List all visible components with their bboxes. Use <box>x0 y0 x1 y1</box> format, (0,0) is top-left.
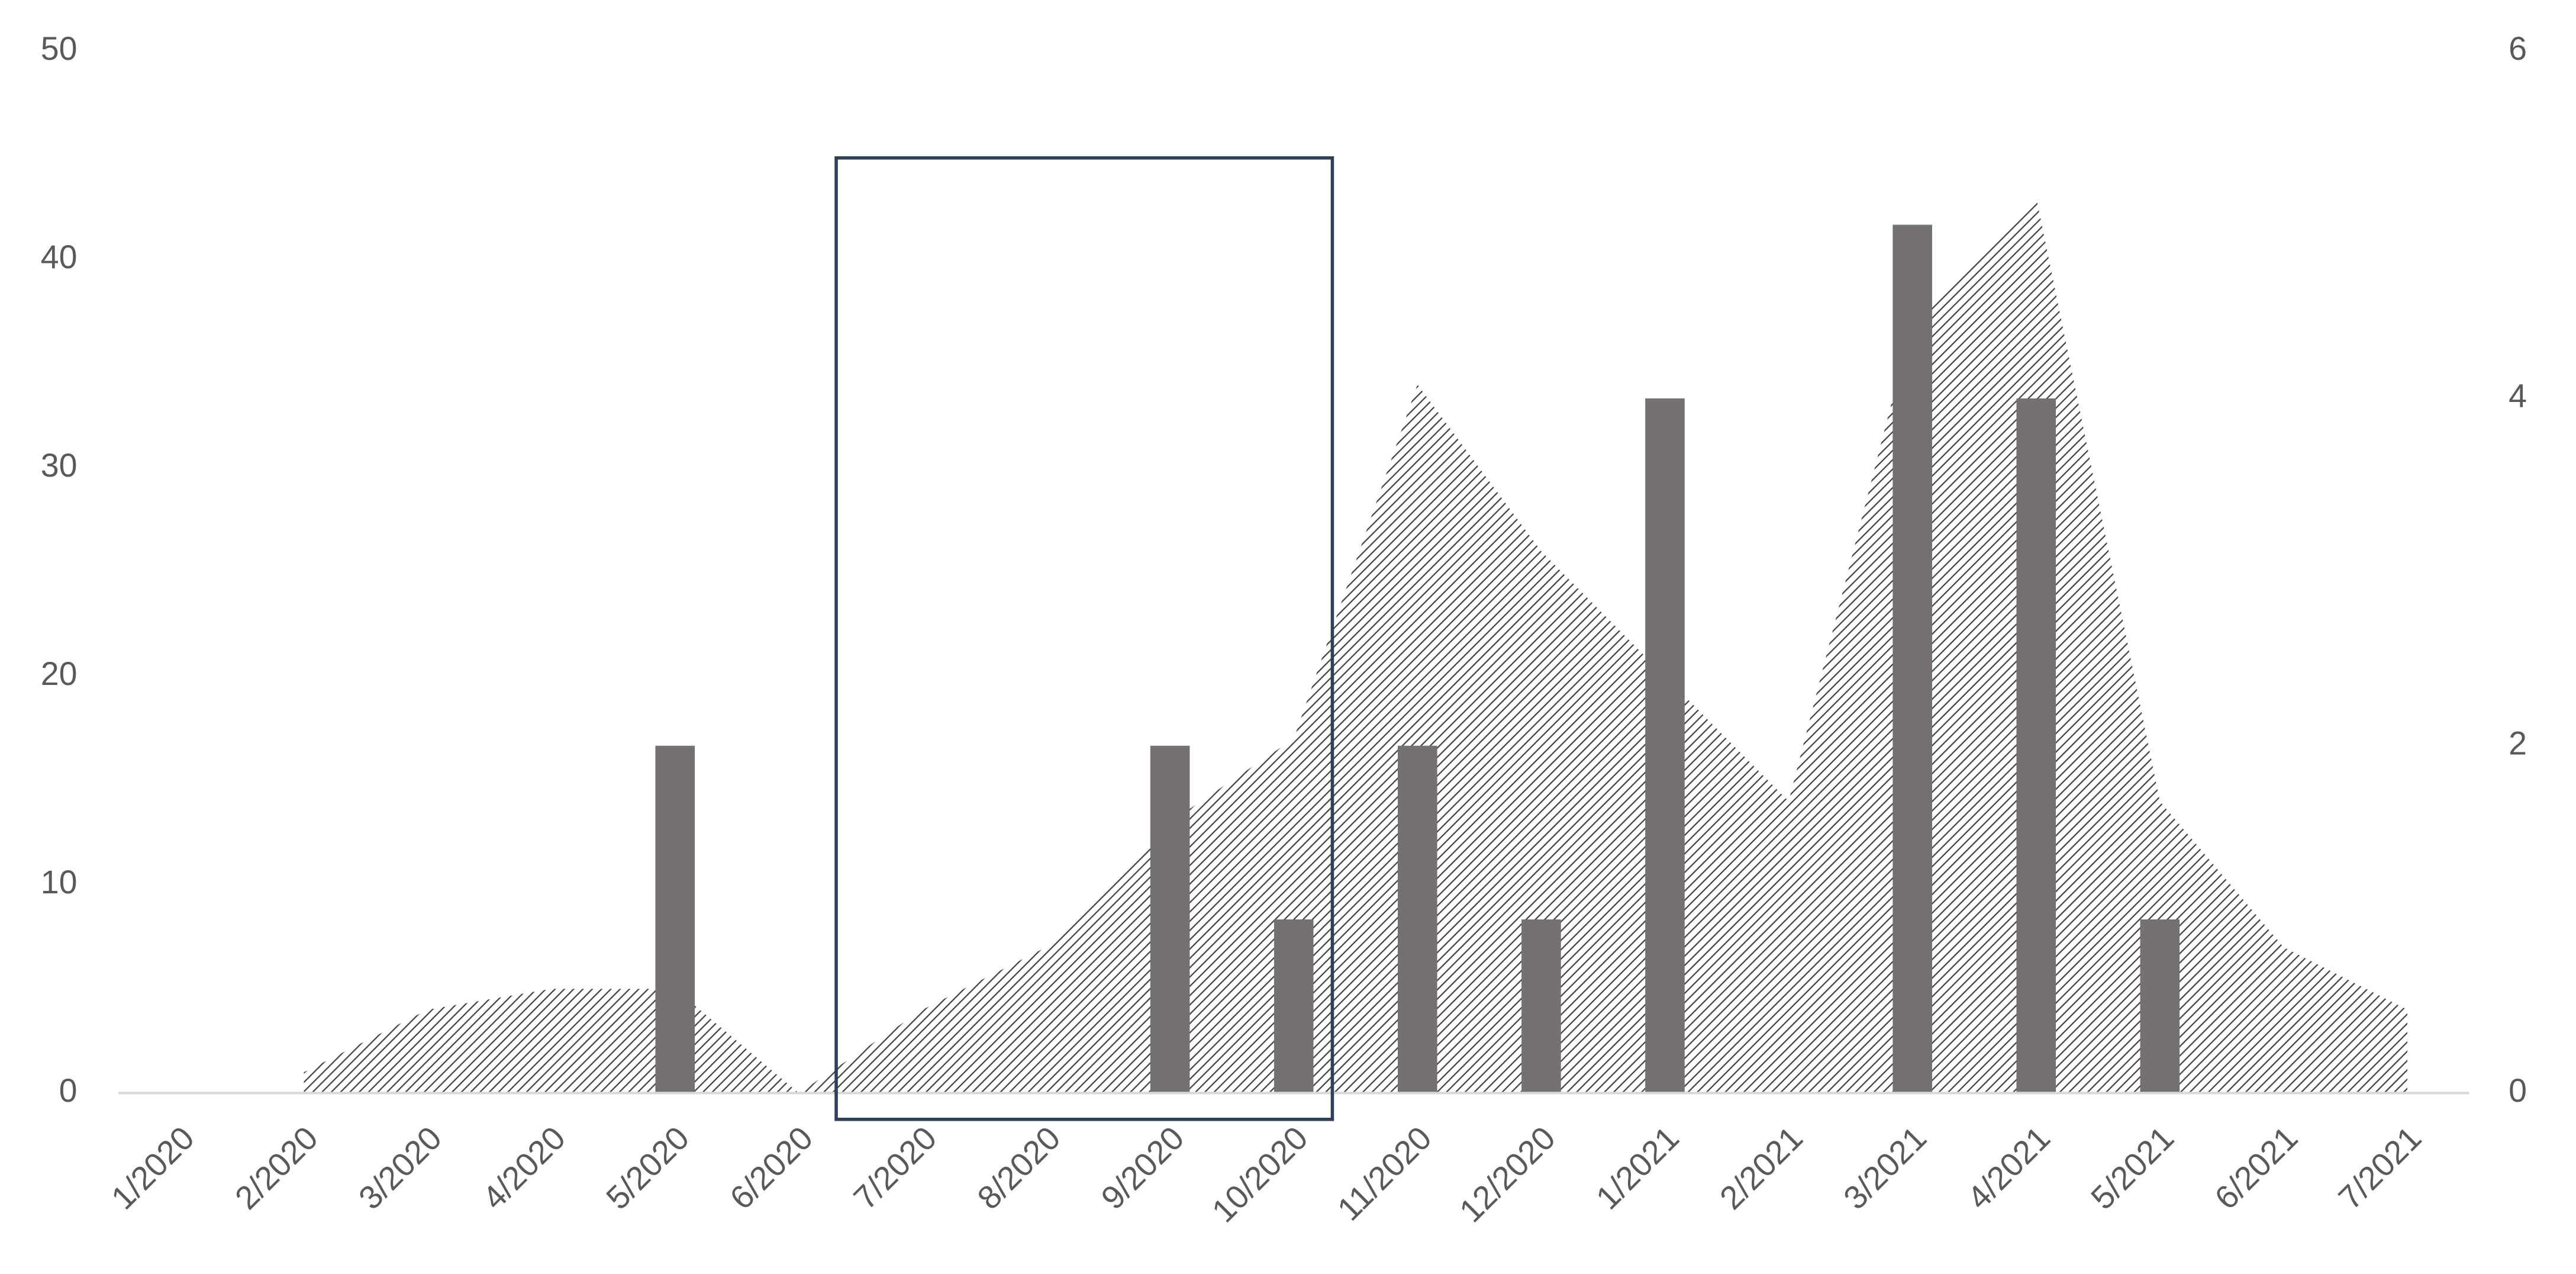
x-tick-label: 11/2020 <box>1330 1119 1439 1228</box>
x-tick-label: 6/2021 <box>2208 1119 2305 1217</box>
x-tick-label: 12/2020 <box>1452 1119 1562 1230</box>
x-tick-label: 7/2021 <box>2332 1119 2429 1217</box>
y2-tick-label: 2 <box>2509 725 2527 761</box>
x-tick-label: 4/2021 <box>1960 1119 2057 1217</box>
x-tick-label: 6/2020 <box>723 1119 820 1217</box>
y2-tick-label: 4 <box>2509 378 2527 414</box>
bar <box>655 745 695 1093</box>
y2-tick-label: 6 <box>2509 30 2527 67</box>
bar <box>1397 745 1437 1093</box>
x-tick-label: 3/2020 <box>352 1119 449 1217</box>
y-tick-label: 30 <box>41 447 78 484</box>
x-tick-label: 1/2021 <box>1589 1119 1686 1217</box>
y-tick-label: 20 <box>41 655 78 692</box>
x-tick-label: 4/2020 <box>475 1119 572 1217</box>
x-tick-label: 5/2021 <box>2084 1119 2181 1217</box>
x-tick-label: 3/2021 <box>1836 1119 1933 1217</box>
bar <box>1892 224 1932 1093</box>
x-tick-label: 2/2020 <box>228 1119 325 1217</box>
y-tick-label: 50 <box>41 30 78 67</box>
area <box>304 197 2408 1093</box>
bar <box>1274 919 1314 1093</box>
bar <box>1521 919 1561 1093</box>
x-tick-label: 5/2020 <box>599 1119 696 1217</box>
x-tick-label: 10/2020 <box>1205 1119 1315 1230</box>
y-tick-label: 40 <box>41 239 78 275</box>
plot-area: 0 10 20 30 40 50 0 2 4 6 1/2020 2/2020 3/2020 4/2020 5… <box>41 30 2527 1230</box>
y-tick-label: 10 <box>41 864 78 900</box>
x-tick-label: 9/2020 <box>1094 1119 1191 1217</box>
bar <box>1150 745 1190 1093</box>
bar <box>1645 398 1685 1093</box>
x-tick-label: 1/2020 <box>104 1119 201 1217</box>
y2-tick-label: 0 <box>2509 1072 2527 1109</box>
x-tick-label: 8/2020 <box>971 1119 1068 1217</box>
bar <box>2016 398 2056 1093</box>
highlight-box <box>834 156 1334 1121</box>
x-tick-label: 2/2021 <box>1713 1119 1810 1217</box>
bar <box>2140 919 2180 1093</box>
y-tick-label: 0 <box>59 1072 78 1109</box>
x-tick-label: 7/2020 <box>847 1119 944 1217</box>
